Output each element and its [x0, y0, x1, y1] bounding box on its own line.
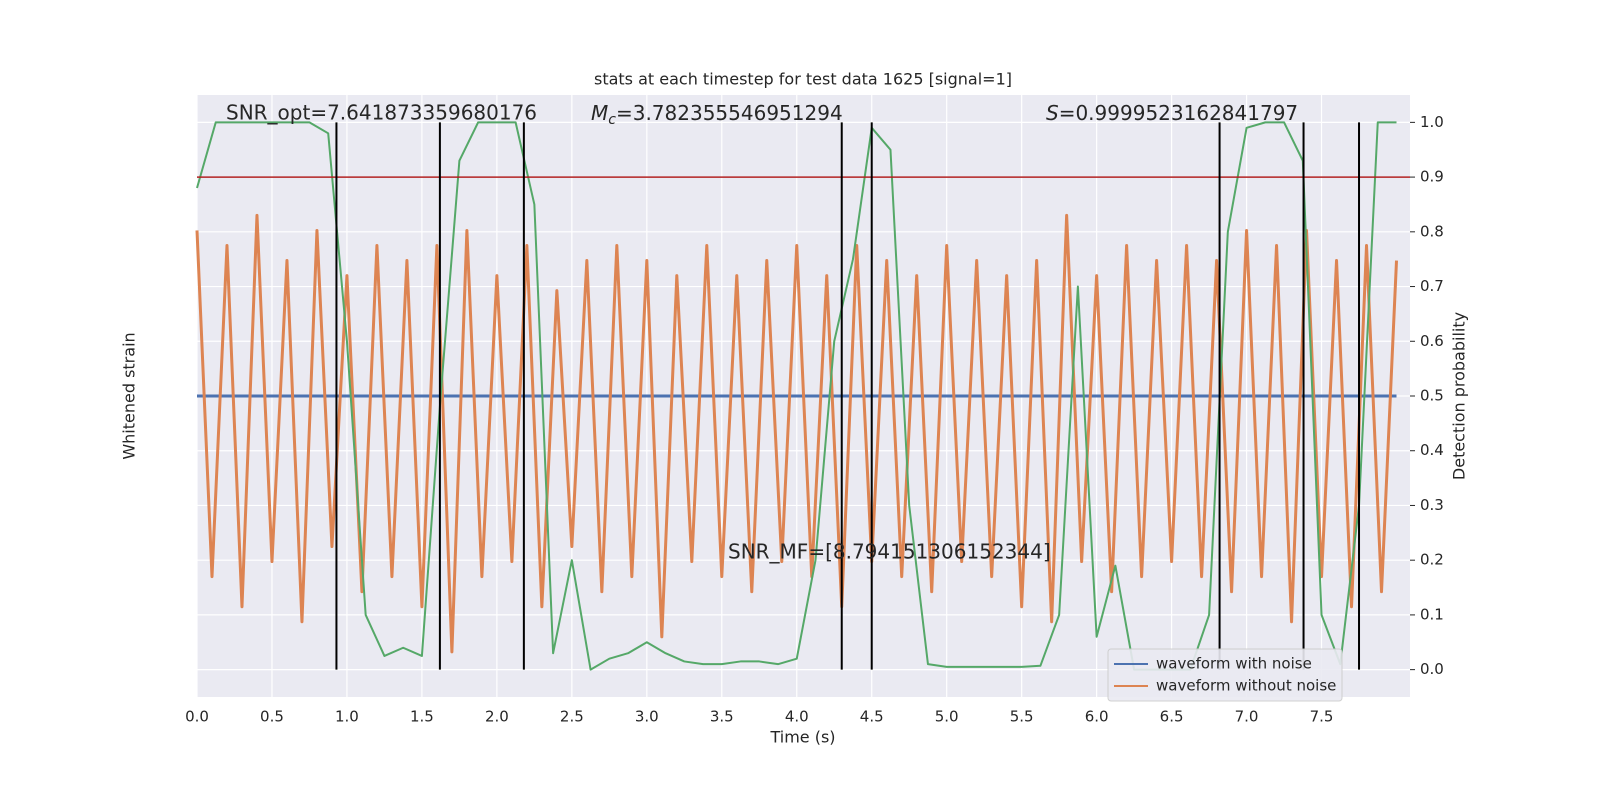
y2-tick-label: 0.9	[1420, 168, 1444, 186]
annotation-symbol: M	[591, 101, 608, 125]
y2-tick-label: 0.8	[1420, 222, 1444, 240]
x-tick-label: 6.5	[1160, 708, 1184, 726]
legend-label: waveform without noise	[1156, 677, 1336, 695]
x-tick-label: 3.0	[635, 708, 659, 726]
y2-tick-label: 0.2	[1420, 551, 1444, 569]
x-tick-label: 0.5	[260, 708, 284, 726]
annotation-symbol: S	[1046, 101, 1059, 125]
x-tick-label: 5.0	[935, 708, 959, 726]
y2-tick-label: 0.6	[1420, 332, 1444, 350]
y2-tick-label: 0.0	[1420, 660, 1444, 678]
x-tick-label: 1.0	[335, 708, 359, 726]
x-axis-label: Time (s)	[769, 728, 835, 747]
x-tick-label: 7.5	[1310, 708, 1334, 726]
y2-tick-label: 0.7	[1420, 277, 1444, 295]
annotation: S=0.9999523162841797	[1046, 101, 1298, 125]
chart-title: stats at each timestep for test data 162…	[594, 70, 1012, 89]
y2-tick-label: 0.5	[1420, 387, 1444, 405]
y-axis-label: Whitened strain	[120, 332, 139, 459]
annotation-subscript: c	[608, 112, 616, 128]
x-tick-label: 2.0	[485, 708, 509, 726]
y2-tick-label: 0.4	[1420, 441, 1444, 459]
legend: waveform with noise waveform without nois…	[1107, 648, 1343, 702]
y2-tick-label: 1.0	[1420, 113, 1444, 131]
y2-tick-label: 0.1	[1420, 605, 1444, 623]
annotation-text: =3.782355546951294	[616, 101, 843, 125]
annotation: SNR_MF=[8.794151306152344]	[728, 540, 1051, 564]
x-tick-label: 0.0	[185, 708, 209, 726]
annotation: SNR_opt=7.641873359680176	[226, 101, 537, 125]
x-tick-label: 5.5	[1010, 708, 1034, 726]
annotation-text: =0.9999523162841797	[1059, 101, 1298, 125]
x-tick-label: 4.5	[860, 708, 884, 726]
x-tick-label: 3.5	[710, 708, 734, 726]
x-tick-label: 7.0	[1235, 708, 1259, 726]
legend-label: waveform with noise	[1156, 655, 1312, 673]
series-line	[195, 213, 1399, 654]
y2-axis-label: Detection probability	[1450, 312, 1469, 480]
x-tick-label: 4.0	[785, 708, 809, 726]
x-tick-label: 6.0	[1085, 708, 1109, 726]
x-tick-label: 1.5	[410, 708, 434, 726]
annotation: Mc=3.782355546951294	[591, 101, 843, 129]
y2-tick-label: 0.3	[1420, 496, 1444, 514]
legend-box	[1107, 648, 1343, 702]
x-tick-label: 2.5	[560, 708, 584, 726]
